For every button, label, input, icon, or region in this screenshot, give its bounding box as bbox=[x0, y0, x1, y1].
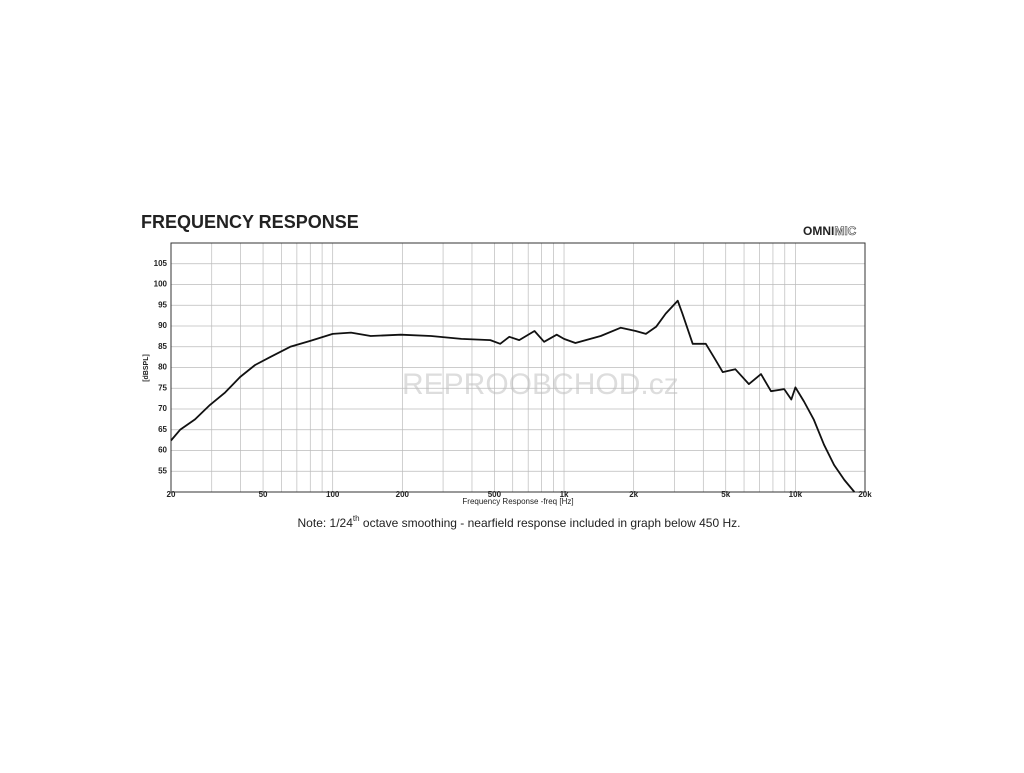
logo-outline: MIC bbox=[834, 224, 856, 238]
y-tick-label: 55 bbox=[158, 466, 167, 475]
note-end: octave smoothing - nearfield response in… bbox=[360, 516, 741, 530]
plot-frame bbox=[170, 242, 866, 493]
y-tick-label: 75 bbox=[158, 383, 167, 392]
y-tick-label: 65 bbox=[158, 425, 167, 434]
x-tick-label: 500 bbox=[488, 490, 502, 499]
x-tick-label: 50 bbox=[259, 490, 268, 499]
y-tick-label: 80 bbox=[158, 363, 167, 372]
x-tick-label: 10k bbox=[789, 490, 803, 499]
watermark-suffix: .cz bbox=[640, 368, 678, 401]
x-tick-label: 1k bbox=[560, 490, 569, 499]
y-tick-label: 60 bbox=[158, 446, 167, 455]
y-axis-label: [dBSPL] bbox=[143, 354, 150, 382]
note-start: Note: 1/24 bbox=[298, 516, 354, 530]
y-tick-label: 70 bbox=[158, 404, 167, 413]
x-tick-label: 200 bbox=[396, 490, 410, 499]
watermark: REPROOBCHOD.cz bbox=[402, 368, 679, 401]
watermark-main: REPROOBCHOD bbox=[402, 368, 640, 401]
x-axis-label: Frequency Response -freq [Hz] bbox=[462, 497, 573, 506]
logo-bold: OMNI bbox=[803, 224, 834, 238]
y-tick-label: 90 bbox=[158, 321, 167, 330]
chart-title: FREQUENCY RESPONSE bbox=[141, 212, 359, 232]
x-tick-label: 5k bbox=[721, 490, 730, 499]
x-tick-label: 100 bbox=[326, 490, 340, 499]
note: Note: 1/24th octave smoothing - nearfiel… bbox=[298, 514, 741, 530]
logo: OMNIMIC bbox=[803, 224, 857, 238]
x-tick-label: 20 bbox=[167, 490, 176, 499]
y-tick-label: 85 bbox=[158, 342, 167, 351]
note-superscript: th bbox=[353, 514, 360, 523]
x-tick-label: 2k bbox=[629, 490, 638, 499]
y-tick-label: 95 bbox=[158, 300, 167, 309]
response-line bbox=[170, 299, 856, 493]
y-tick-label: 105 bbox=[154, 259, 168, 268]
x-tick-label: 20k bbox=[858, 490, 872, 499]
y-tick-label: 100 bbox=[154, 280, 168, 289]
